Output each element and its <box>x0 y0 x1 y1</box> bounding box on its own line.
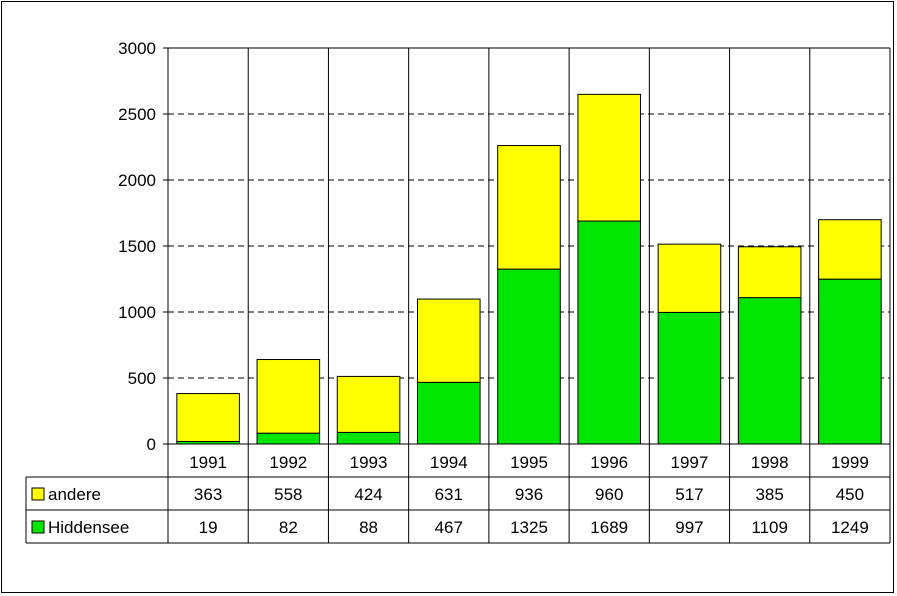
category-label: 1994 <box>430 453 468 472</box>
y-tick-label: 2500 <box>118 105 156 124</box>
y-tick-label: 3000 <box>118 39 156 58</box>
bar-hiddensee-1992 <box>256 432 321 445</box>
table-cell: 631 <box>435 485 463 504</box>
table-cell: 424 <box>354 485 382 504</box>
table-cell: 1325 <box>510 518 548 537</box>
bar-hiddensee-1996 <box>577 220 642 445</box>
category-label: 1995 <box>510 453 548 472</box>
table-cell: 450 <box>836 485 864 504</box>
bar-andere-1998 <box>737 246 802 299</box>
y-tick-label: 1000 <box>118 303 156 322</box>
bar-andere-1993 <box>336 375 401 433</box>
y-tick-label: 0 <box>147 435 156 454</box>
table-cell: 385 <box>755 485 783 504</box>
table-cell: 517 <box>675 485 703 504</box>
bar-hiddensee-1999 <box>818 278 882 445</box>
bar-hiddensee-1993 <box>336 431 401 445</box>
table-cell: 19 <box>199 518 218 537</box>
bar-andere-1992 <box>256 359 321 434</box>
table-cell: 467 <box>435 518 463 537</box>
table-cell: 960 <box>595 485 623 504</box>
category-label: 1991 <box>189 453 227 472</box>
bar-andere-1994 <box>416 298 481 383</box>
table-cell: 1689 <box>590 518 628 537</box>
category-label: 1996 <box>590 453 628 472</box>
category-label: 1992 <box>269 453 307 472</box>
y-tick-label: 2000 <box>118 171 156 190</box>
table-cell: 82 <box>279 518 298 537</box>
legend-label-hiddensee: Hiddensee <box>48 518 129 537</box>
bar-hiddensee-1997 <box>657 311 722 445</box>
y-tick-label: 1500 <box>118 237 156 256</box>
category-label: 1998 <box>751 453 789 472</box>
category-label: 1999 <box>831 453 869 472</box>
y-tick-label: 500 <box>128 369 156 388</box>
table-cell: 1109 <box>751 518 788 537</box>
bar-andere-1991 <box>176 393 240 442</box>
table-cell: 88 <box>359 518 378 537</box>
bar-andere-1996 <box>577 93 642 222</box>
legend-swatch-hiddensee <box>31 520 45 534</box>
table-cell: 363 <box>194 485 222 504</box>
bar-hiddensee-1994 <box>416 381 481 445</box>
table-cell: 1249 <box>831 518 869 537</box>
table-cell: 936 <box>515 485 543 504</box>
table-cell: 997 <box>675 518 703 537</box>
table-cell: 558 <box>274 485 302 504</box>
legend-swatch-andere <box>31 487 45 501</box>
legend-label-andere: andere <box>48 485 101 504</box>
bar-andere-1999 <box>818 219 882 280</box>
bar-hiddensee-1998 <box>737 297 802 445</box>
category-label: 1993 <box>350 453 388 472</box>
bar-hiddensee-1995 <box>497 268 561 445</box>
bar-andere-1995 <box>497 145 561 270</box>
category-label: 1997 <box>671 453 709 472</box>
bar-andere-1997 <box>657 243 722 313</box>
